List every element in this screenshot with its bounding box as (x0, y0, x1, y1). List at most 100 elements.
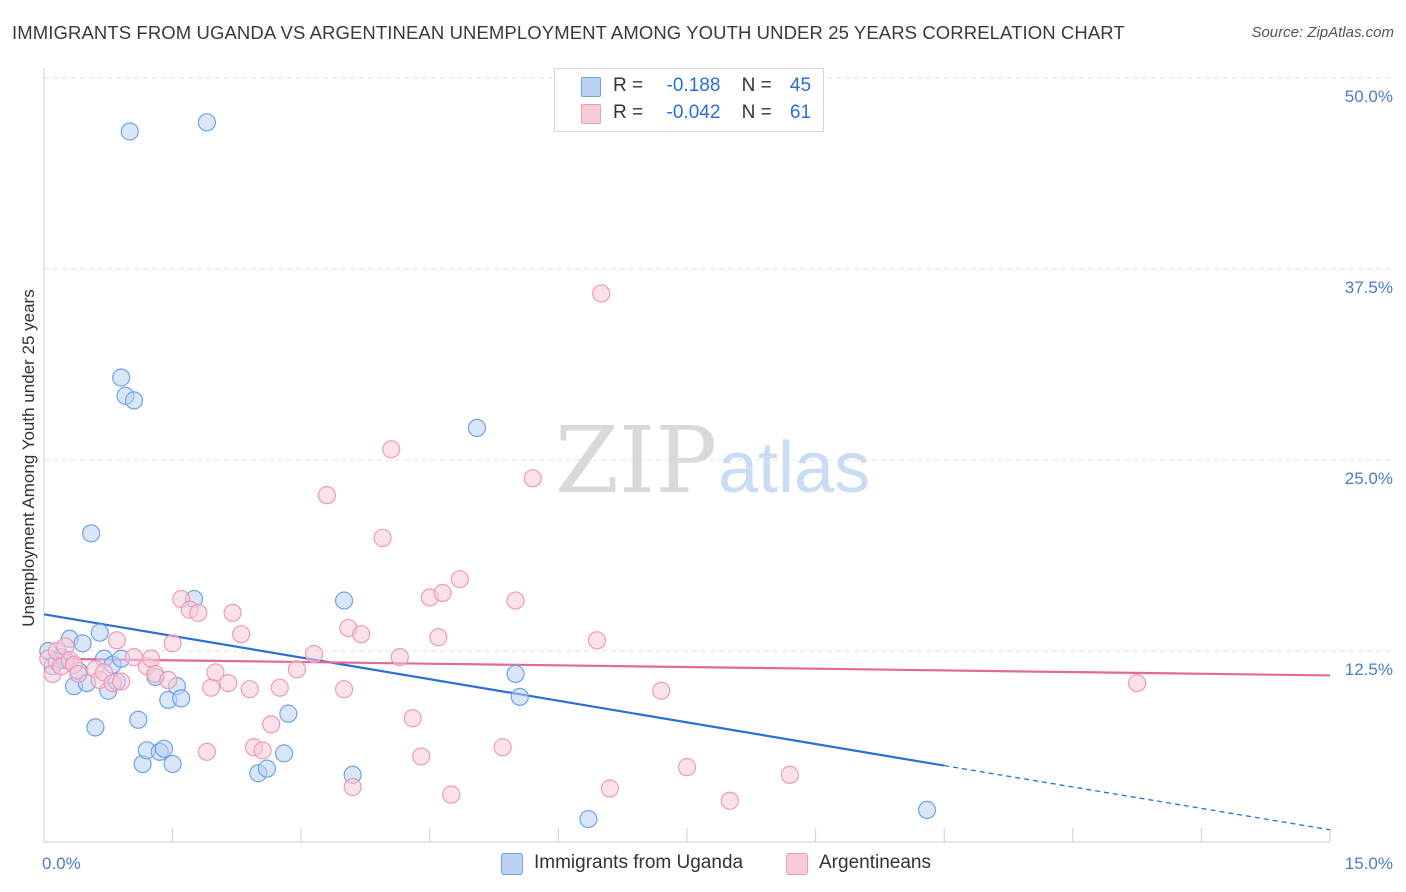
uganda-trend-extension (944, 764, 1331, 831)
chart-title: IMMIGRANTS FROM UGANDA VS ARGENTINEAN UN… (12, 22, 1125, 43)
uganda-point (86, 718, 105, 737)
argentinean-point (270, 678, 289, 697)
legend-n-label: N = (741, 102, 772, 123)
uganda-point (90, 623, 109, 642)
argentinean-trend-line (43, 657, 1331, 677)
trend-lines (43, 613, 1331, 831)
argentinean-point (317, 486, 337, 505)
legend-box: R = -0.188 N = 45 R = -0.042 N = 61 (554, 68, 824, 132)
uganda-point (257, 759, 277, 778)
argentinean-point (334, 680, 354, 699)
source-label: Source: ZipAtlas.com (1251, 24, 1394, 41)
argentinean-point (343, 777, 362, 797)
watermark: ZIP atlas (555, 407, 870, 514)
uganda-point (112, 368, 131, 387)
data-points (39, 113, 1147, 829)
argentinean-point (240, 680, 259, 699)
argentinean-point (223, 603, 242, 622)
bottom-legend-label-uganda: Immigrants from Uganda (534, 852, 744, 873)
y-tick-label: 25.0% (1345, 469, 1393, 488)
bottom-legend-swatch-argentineans (786, 853, 808, 875)
argentinean-point (412, 747, 431, 766)
argentinean-point (433, 583, 452, 603)
tick-labels: 12.5% 25.0% 37.5% 50.0% 0.0% 15.0% (42, 87, 1393, 873)
argentinean-point (304, 644, 324, 664)
argentinean-point (112, 672, 131, 691)
uganda-point (120, 122, 139, 141)
uganda-point (82, 524, 101, 543)
argentinean-point (163, 634, 182, 653)
uganda-point (197, 113, 216, 132)
legend-r-label: R = (613, 102, 644, 123)
argentinean-point (189, 603, 208, 622)
uganda-point (163, 754, 182, 774)
argentinean-point (506, 591, 525, 610)
argentinean-point (442, 785, 461, 804)
y-tick-label: 12.5% (1345, 660, 1393, 679)
bottom-legend-swatch-uganda (501, 853, 523, 875)
y-axis-label: Unemployment Among Youth under 25 years (19, 289, 38, 626)
argentinean-point (352, 625, 371, 644)
legend-swatch-uganda (581, 77, 601, 97)
uganda-point (506, 664, 525, 684)
uganda-point (154, 739, 174, 758)
uganda-point (510, 687, 529, 706)
uganda-point (467, 418, 487, 438)
bottom-legend-label-argentineans: Argentineans (819, 852, 931, 873)
uganda-point (279, 704, 298, 723)
uganda-point (73, 634, 92, 653)
argentinean-point (403, 709, 422, 728)
uganda-point (579, 809, 598, 829)
argentinean-point (219, 673, 238, 693)
uganda-point (917, 800, 937, 820)
uganda-point (172, 689, 191, 708)
argentinean-point (373, 528, 392, 548)
uganda-point (274, 744, 294, 763)
argentinean-point (69, 664, 88, 684)
argentinean-point (232, 625, 251, 644)
argentinean-point (382, 440, 401, 459)
uganda-point (334, 591, 354, 610)
argentinean-point (253, 741, 272, 760)
y-tick-label: 50.0% (1345, 87, 1393, 106)
argentinean-point (652, 681, 671, 700)
gridlines (44, 77, 1392, 652)
argentinean-point (287, 660, 307, 679)
watermark-atlas: atlas (718, 428, 870, 508)
argentinean-point (390, 648, 409, 667)
watermark-zip: ZIP (555, 407, 717, 514)
argentinean-point (600, 779, 619, 798)
argentinean-point (523, 469, 542, 488)
argentinean-point (197, 742, 216, 761)
argentinean-point (202, 678, 221, 697)
argentinean-point (592, 284, 611, 303)
legend-n-label: N = (741, 75, 772, 96)
argentinean-point (493, 738, 512, 757)
argentinean-point (142, 649, 161, 668)
legend-swatch-argentineans (581, 104, 601, 124)
uganda-trend-line (43, 613, 945, 767)
uganda-point (124, 391, 144, 410)
argentinean-point (159, 670, 178, 690)
argentinean-point (107, 631, 126, 650)
argentinean-point (587, 631, 607, 650)
legend-n-value: 61 (789, 102, 812, 123)
uganda-point (129, 710, 148, 729)
argentinean-point (262, 715, 281, 734)
axes (43, 68, 1331, 843)
y-tick-label: 37.5% (1345, 278, 1393, 297)
x-tick-label: 0.0% (42, 854, 81, 873)
argentinean-point (206, 663, 225, 682)
legend-r-value: -0.042 (666, 102, 721, 123)
argentinean-point (677, 758, 697, 777)
legend-r-value: -0.188 (666, 75, 721, 96)
argentinean-point (1127, 673, 1147, 693)
legend-n-value: 45 (789, 75, 812, 96)
argentinean-point (450, 570, 469, 589)
argentinean-point (720, 791, 739, 810)
x-tick-label: 15.0% (1345, 854, 1393, 873)
argentinean-point (780, 765, 799, 784)
argentinean-point (429, 628, 448, 647)
legend-r-label: R = (613, 75, 644, 96)
